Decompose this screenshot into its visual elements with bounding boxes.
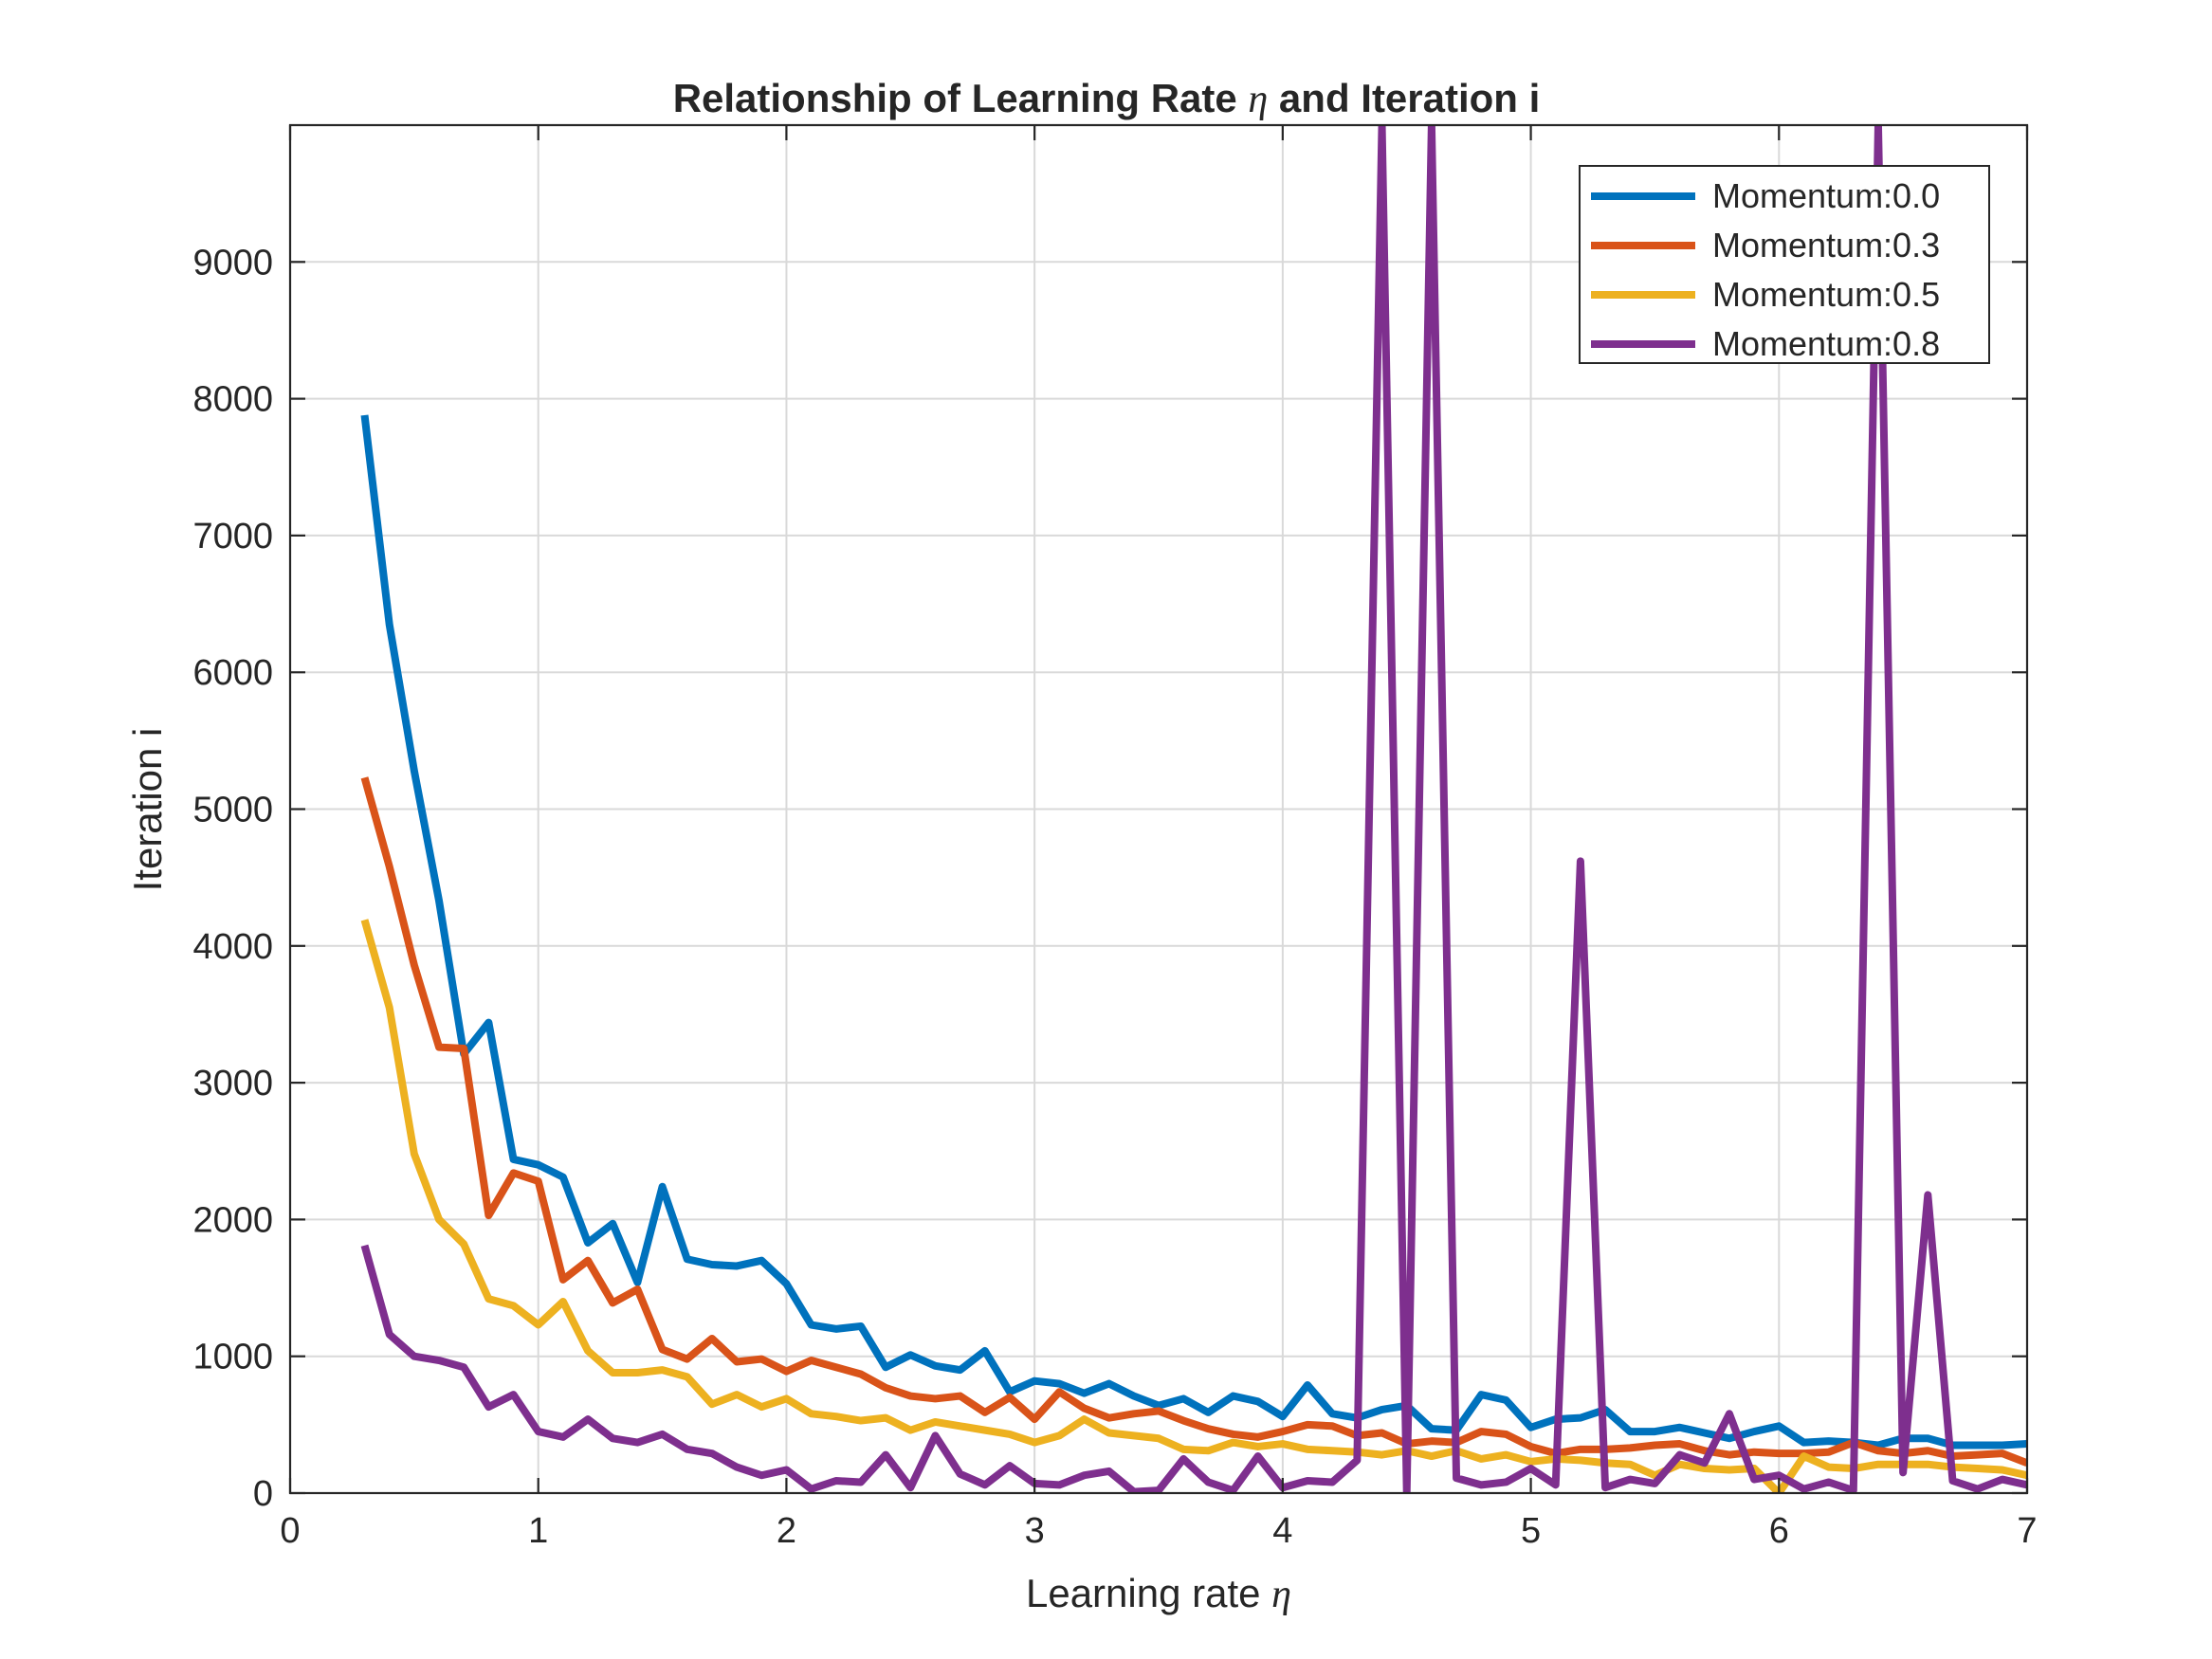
y-tick-label: 7000	[192, 517, 273, 556]
x-tick-label: 7	[2017, 1511, 2037, 1551]
legend-label-2: Momentum:0.3	[1712, 226, 1940, 264]
y-axis-label: Iteration i	[125, 728, 170, 892]
legend-label-4: Momentum:0.8	[1712, 324, 1940, 363]
chart-title-eta-symbol: η	[1248, 78, 1268, 121]
axis-ticks	[288, 125, 2029, 1495]
x-tick-label: 4	[1272, 1511, 1292, 1551]
series-line-4	[360, 125, 2027, 1493]
chart-title-suffix: and Iteration i	[1268, 76, 1540, 120]
series-line-2	[360, 776, 2027, 1467]
legend-label-1: Momentum:0.0	[1712, 176, 1940, 215]
x-axis-eta-symbol: η	[1271, 1573, 1291, 1616]
y-tick-label: 5000	[192, 791, 273, 830]
legend-label-3: Momentum:0.5	[1712, 275, 1940, 314]
y-tick-label: 2000	[192, 1200, 273, 1240]
x-axis-label: Learning rate η	[1026, 1571, 1291, 1616]
y-tick-label: 6000	[192, 653, 273, 693]
y-tick-label: 0	[253, 1474, 273, 1514]
series-line-1	[360, 414, 2027, 1449]
y-tick-label: 4000	[192, 927, 273, 967]
series-lines	[360, 125, 2027, 1493]
x-tick-label: 6	[1769, 1511, 1789, 1551]
chart-title-prefix: Relationship of Learning Rate	[673, 76, 1249, 120]
x-axis-label-text: Learning rate	[1026, 1571, 1271, 1615]
y-tick-label: 1000	[192, 1338, 273, 1377]
x-tick-label: 2	[777, 1511, 796, 1551]
y-tick-label: 3000	[192, 1064, 273, 1103]
tick-labels: 0 1 2 3 4 5 6 7 0 1000 2000 3000 4000 5000 6000 7000 800…	[192, 243, 2037, 1551]
x-tick-label: 5	[1521, 1511, 1541, 1551]
x-tick-label: 1	[528, 1511, 548, 1551]
y-tick-label: 9000	[192, 243, 273, 283]
y-tick-label: 8000	[192, 380, 273, 420]
chart-title: Relationship of Learning Rate η and Iter…	[673, 76, 1541, 121]
x-tick-label: 0	[280, 1511, 300, 1551]
x-tick-label: 3	[1025, 1511, 1045, 1551]
legend: Momentum:0.0 Momentum:0.3 Momentum:0.5 Mome…	[1579, 165, 1990, 364]
